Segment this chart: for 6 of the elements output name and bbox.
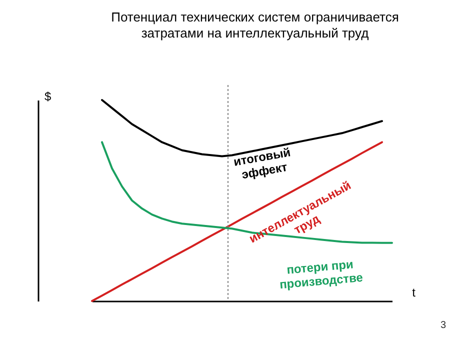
text: 3 — [440, 320, 446, 331]
text: итоговый эффект — [232, 145, 292, 182]
y-axis-title: $ — [44, 90, 52, 104]
chart-title: Потенциал технических систем ограничивается затратами на интеллектуальный труд — [111, 10, 399, 40]
x-axis-title: t — [412, 286, 416, 300]
series-label: потери при производстве — [278, 257, 364, 292]
